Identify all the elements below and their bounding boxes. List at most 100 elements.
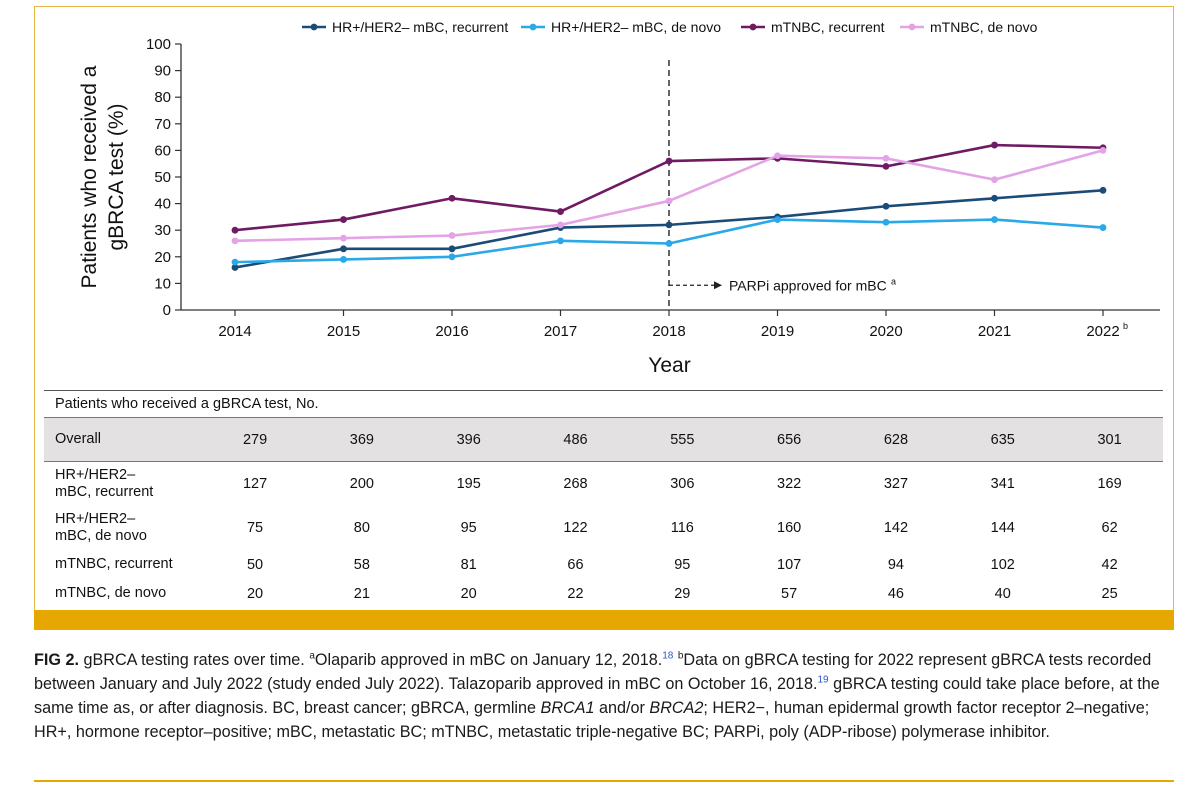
y-tick-label: 50 xyxy=(154,169,171,186)
data-point xyxy=(231,258,239,266)
table-cell: 46 xyxy=(887,585,904,602)
data-point xyxy=(665,221,673,229)
table-row: mTNBC, de novo 20 21 20 22 29 57 46 40 25 xyxy=(44,579,1163,608)
table-cell: 160 xyxy=(777,520,802,536)
table-cell: 322 xyxy=(777,476,802,492)
y-tick-label: 30 xyxy=(154,222,171,239)
data-point xyxy=(991,176,998,184)
x-tick-label: 2014 xyxy=(218,323,251,340)
x-tick-label: 2016 xyxy=(435,323,468,340)
table-cell: 341 xyxy=(990,476,1015,492)
table-cell: 42 xyxy=(1101,556,1118,573)
data-point xyxy=(882,162,890,170)
table-row: HR+/HER2– mBC, recurrent 127 200 195 268 306 32… xyxy=(44,462,1163,507)
table-cell: 116 xyxy=(670,520,694,536)
y-tick-label: 10 xyxy=(154,275,171,292)
ref-19[interactable]: 19 xyxy=(817,674,829,686)
table-cell: 40 xyxy=(994,585,1011,602)
data-point xyxy=(882,202,890,210)
counts-table: Patients who received a gBRCA test, No. O… xyxy=(44,390,1163,608)
table-cell: 102 xyxy=(990,556,1015,573)
data-point xyxy=(448,194,456,202)
caption-text-3: gBRCA testing could take place before, a… xyxy=(34,675,1160,717)
table-cell: 80 xyxy=(353,520,370,536)
legend-swatch-marker xyxy=(529,23,537,31)
table-header: Patients who received a gBRCA test, No. xyxy=(44,390,1163,418)
annotation-arrowhead xyxy=(714,281,722,290)
x-tick-superscript: b xyxy=(1123,321,1128,331)
data-point xyxy=(231,237,239,245)
table-row: HR+/HER2– mBC, de novo 75 80 95 122 116 160 142 1… xyxy=(44,506,1163,550)
data-point xyxy=(231,264,239,271)
x-tick-label: 2021 xyxy=(978,323,1011,340)
table-cell: 306 xyxy=(670,476,695,492)
x-tick-label: 2020 xyxy=(869,323,902,340)
table-row: Overall 279 369 396 486 555 656 628 635 301 xyxy=(44,417,1163,462)
table-cell: 107 xyxy=(777,556,802,573)
x-tick-label: 2022 xyxy=(1086,323,1119,340)
data-point xyxy=(1099,147,1107,154)
table-cell: 25 xyxy=(1101,585,1118,602)
legend-swatch-marker xyxy=(749,23,757,31)
table-cell: 169 xyxy=(1097,476,1122,492)
caption-andor: and/or xyxy=(599,699,645,717)
table-cell: 195 xyxy=(456,476,481,492)
ref-18[interactable]: 18 xyxy=(662,650,674,662)
x-axis-label: Year xyxy=(648,354,690,377)
legend-label: HR+/HER2– mBC, recurrent xyxy=(332,19,508,35)
table-cell: 50 xyxy=(246,556,264,573)
x-tick-label: 2017 xyxy=(544,323,577,340)
annotation-text: PARPi approved for mBC xyxy=(729,277,887,293)
y-tick-label: 90 xyxy=(154,63,171,80)
legend-label: mTNBC, de novo xyxy=(930,19,1038,35)
data-point xyxy=(665,157,673,165)
data-point xyxy=(557,237,564,245)
table-cell: 396 xyxy=(415,417,523,462)
table-cell: 656 xyxy=(735,417,843,462)
y-axis-label: Patients who received a xyxy=(78,65,101,288)
data-point xyxy=(882,154,890,162)
y-tick-label: 0 xyxy=(163,302,171,319)
row-label: Overall xyxy=(44,417,202,462)
table-row: mTNBC, recurrent 50 58 81 66 95 107 94 102 42 xyxy=(44,550,1163,579)
row-label: HR+/HER2– mBC, de novo xyxy=(55,511,147,544)
legend-swatch-marker xyxy=(310,23,318,31)
x-tick-label: 2015 xyxy=(327,323,360,340)
table-cell: 200 xyxy=(349,476,374,492)
table-cell: 268 xyxy=(563,476,588,492)
row-label: HR+/HER2– mBC, recurrent xyxy=(55,467,154,500)
data-point xyxy=(231,226,239,234)
table-cell: 144 xyxy=(990,520,1015,536)
data-point xyxy=(557,221,564,229)
data-point xyxy=(340,234,347,242)
data-point xyxy=(882,218,890,226)
data-point xyxy=(340,216,347,223)
table-cell: 628 xyxy=(842,417,950,462)
bottom-rule xyxy=(34,780,1174,782)
table-cell: 486 xyxy=(522,417,629,462)
table-cell: 20 xyxy=(460,585,477,602)
caption-title: gBRCA testing rates over time. xyxy=(83,651,305,669)
data-point xyxy=(774,152,781,160)
table-cell: 95 xyxy=(460,520,477,536)
row-label: mTNBC, recurrent xyxy=(55,556,173,572)
legend-label: HR+/HER2– mBC, de novo xyxy=(551,19,721,35)
legend-label: mTNBC, recurrent xyxy=(771,19,885,35)
brca1-term: BRCA1 xyxy=(540,699,595,717)
data-point xyxy=(448,245,456,253)
y-tick-label: 70 xyxy=(154,116,171,133)
table-cell: 81 xyxy=(460,556,477,573)
y-tick-label: 60 xyxy=(154,142,171,159)
table-cell: 29 xyxy=(674,585,691,602)
table-cell: 22 xyxy=(567,585,584,602)
data-point xyxy=(991,194,998,202)
y-tick-label: 80 xyxy=(154,89,171,106)
data-point xyxy=(991,141,998,149)
table-cell: 635 xyxy=(949,417,1057,462)
data-point xyxy=(774,216,781,223)
table-cell: 58 xyxy=(353,556,370,573)
table-cell: 301 xyxy=(1056,417,1163,462)
table-cell: 62 xyxy=(1101,520,1118,536)
annotation-superscript: a xyxy=(891,276,896,286)
brca2-term: BRCA2 xyxy=(649,699,704,717)
